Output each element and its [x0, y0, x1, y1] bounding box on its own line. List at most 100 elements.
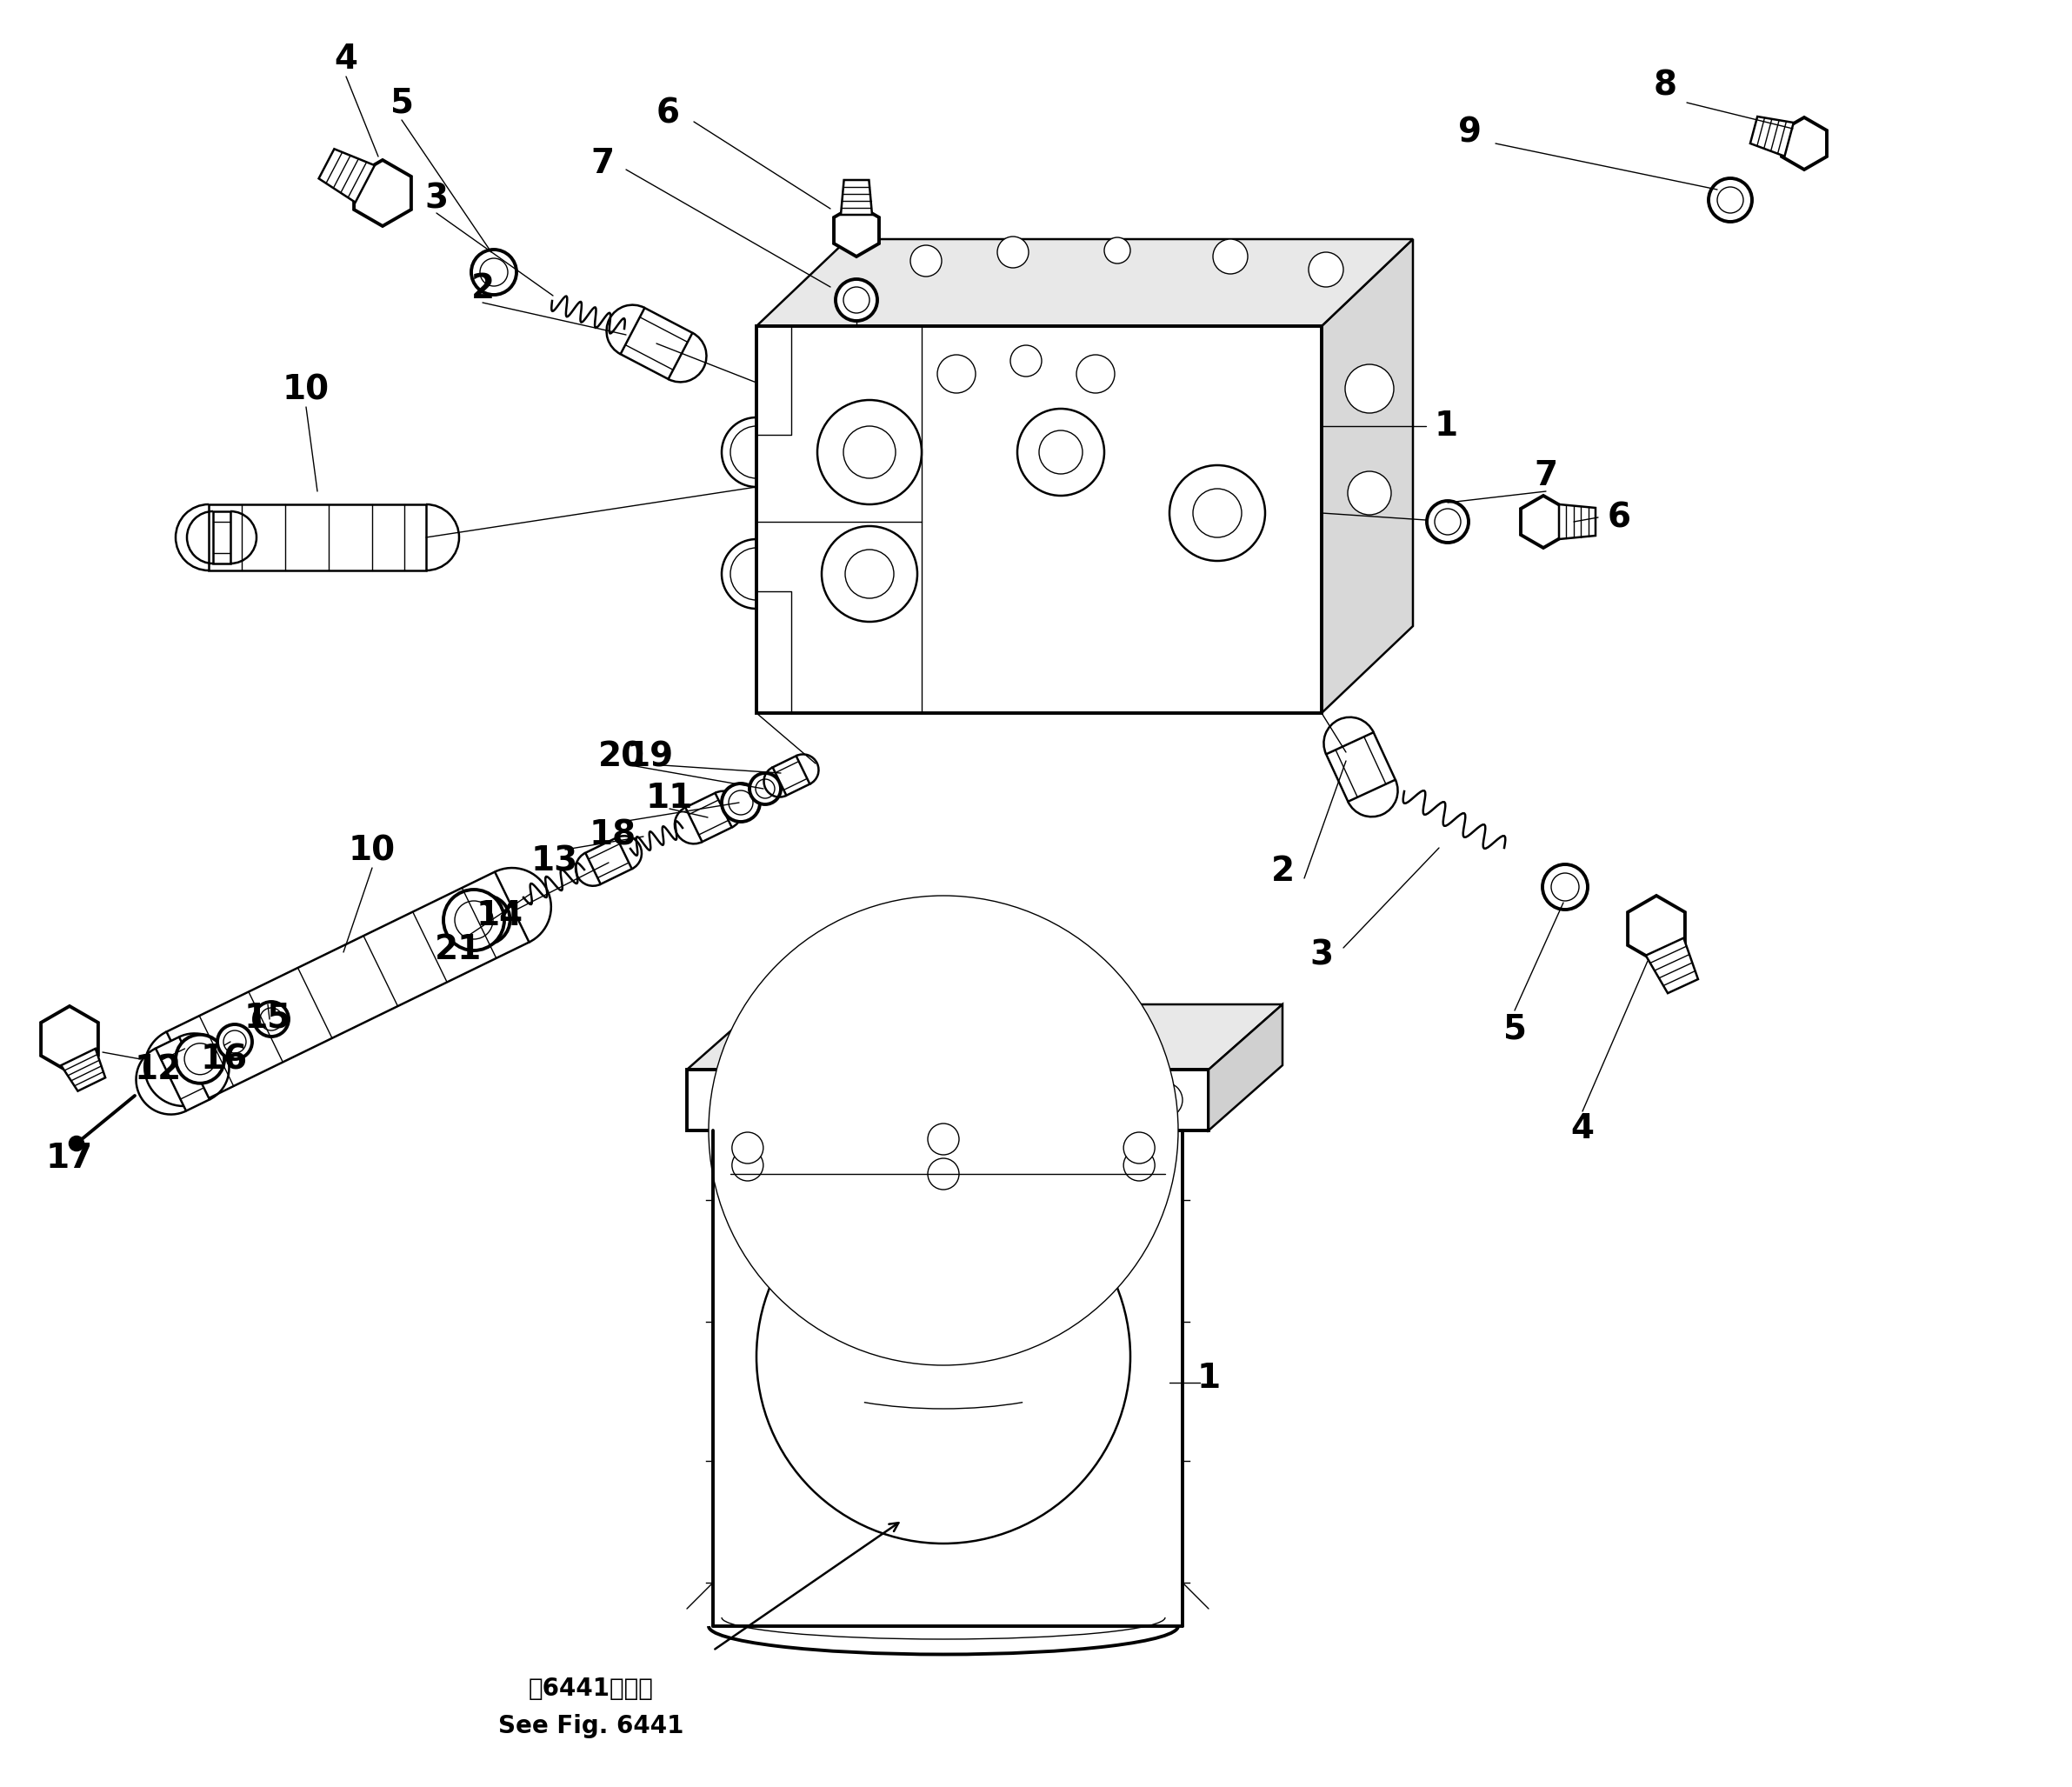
Text: 第6441図参照: 第6441図参照 — [528, 1676, 655, 1701]
Text: 10: 10 — [348, 835, 396, 867]
Text: 16: 16 — [201, 1042, 249, 1076]
Circle shape — [729, 790, 752, 815]
Text: 2: 2 — [1270, 854, 1295, 888]
Polygon shape — [773, 756, 810, 795]
Circle shape — [462, 895, 510, 944]
Circle shape — [1038, 1097, 1073, 1133]
Circle shape — [1428, 500, 1469, 543]
Circle shape — [928, 1158, 959, 1190]
Circle shape — [1718, 188, 1743, 213]
Circle shape — [928, 1124, 959, 1154]
Text: 14: 14 — [477, 899, 524, 933]
Circle shape — [1123, 1149, 1154, 1181]
Polygon shape — [1782, 118, 1828, 170]
Polygon shape — [833, 204, 879, 257]
Circle shape — [481, 259, 508, 286]
Polygon shape — [166, 872, 528, 1103]
Text: 19: 19 — [628, 740, 673, 774]
Circle shape — [218, 1024, 253, 1060]
Circle shape — [835, 279, 876, 322]
Circle shape — [1709, 179, 1753, 222]
Circle shape — [1123, 1133, 1154, 1163]
Circle shape — [176, 1035, 224, 1083]
Text: 21: 21 — [435, 933, 483, 967]
Text: 3: 3 — [425, 182, 448, 214]
Circle shape — [1212, 239, 1247, 273]
Circle shape — [1169, 465, 1266, 561]
Circle shape — [1542, 865, 1587, 910]
Circle shape — [816, 400, 922, 504]
Text: 20: 20 — [599, 740, 644, 774]
Circle shape — [1434, 509, 1461, 534]
Circle shape — [997, 236, 1028, 268]
Text: 10: 10 — [282, 373, 329, 406]
Circle shape — [713, 1083, 748, 1117]
Circle shape — [1038, 431, 1082, 474]
Circle shape — [1345, 365, 1394, 413]
Polygon shape — [1645, 938, 1699, 994]
Circle shape — [937, 356, 976, 393]
Circle shape — [823, 1067, 856, 1103]
Circle shape — [823, 1097, 856, 1133]
Polygon shape — [620, 307, 692, 379]
Text: 2: 2 — [470, 272, 495, 306]
Circle shape — [756, 779, 775, 799]
Text: 6: 6 — [657, 96, 680, 130]
Text: 4: 4 — [334, 43, 358, 75]
Polygon shape — [60, 1049, 106, 1092]
Circle shape — [845, 550, 893, 599]
Text: 5: 5 — [1502, 1011, 1527, 1045]
Circle shape — [1148, 1083, 1183, 1117]
Text: 11: 11 — [646, 781, 694, 815]
Polygon shape — [209, 504, 427, 570]
Circle shape — [1017, 409, 1104, 495]
Circle shape — [731, 1133, 762, 1163]
Polygon shape — [688, 1004, 1283, 1070]
Circle shape — [709, 895, 1179, 1365]
Polygon shape — [756, 239, 1413, 325]
Polygon shape — [155, 1036, 209, 1112]
Circle shape — [1310, 252, 1343, 288]
Polygon shape — [213, 511, 230, 563]
Circle shape — [224, 1031, 247, 1053]
Text: 1: 1 — [1434, 409, 1459, 443]
Text: 6: 6 — [1608, 500, 1631, 534]
Circle shape — [1347, 472, 1390, 515]
Circle shape — [910, 245, 941, 277]
Circle shape — [1193, 488, 1241, 538]
Text: 4: 4 — [1571, 1112, 1593, 1145]
Text: 7: 7 — [591, 147, 615, 180]
Circle shape — [443, 890, 503, 951]
Polygon shape — [1521, 495, 1566, 549]
Circle shape — [1011, 345, 1042, 377]
Polygon shape — [354, 161, 410, 227]
Text: 9: 9 — [1459, 116, 1481, 148]
Text: See Fig. 6441: See Fig. 6441 — [499, 1714, 684, 1739]
Text: 13: 13 — [530, 845, 578, 877]
Circle shape — [1552, 874, 1579, 901]
Polygon shape — [1558, 504, 1595, 540]
Polygon shape — [1751, 116, 1794, 155]
Text: 15: 15 — [244, 1001, 292, 1035]
Polygon shape — [1629, 895, 1685, 961]
Circle shape — [1104, 238, 1131, 263]
Circle shape — [259, 1008, 282, 1031]
Circle shape — [750, 774, 781, 804]
Polygon shape — [756, 325, 1322, 713]
Circle shape — [731, 1149, 762, 1181]
Text: 7: 7 — [1533, 459, 1558, 491]
Circle shape — [255, 1003, 288, 1036]
Circle shape — [721, 783, 760, 822]
Circle shape — [823, 525, 918, 622]
Circle shape — [843, 425, 895, 479]
Circle shape — [470, 250, 516, 295]
Circle shape — [756, 1170, 1131, 1544]
Circle shape — [843, 288, 870, 313]
Text: 3: 3 — [1310, 938, 1334, 972]
Polygon shape — [1322, 239, 1413, 713]
Polygon shape — [688, 1070, 1208, 1131]
Circle shape — [1038, 1067, 1073, 1103]
Polygon shape — [841, 180, 872, 214]
Polygon shape — [1326, 733, 1394, 802]
Text: 8: 8 — [1653, 68, 1676, 102]
